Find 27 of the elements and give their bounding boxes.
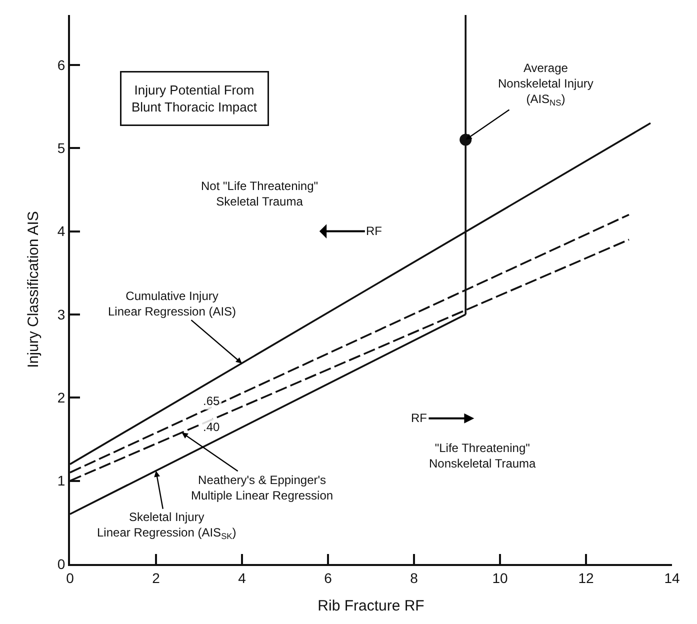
y-tick-label: 2: [57, 390, 66, 406]
annotation: Not "Life Threatening" Skeletal Trauma: [201, 179, 318, 209]
annotation: Average Nonskeletal Injury (AIS$_{NS}$): [498, 61, 594, 108]
x-tick-label: 10: [492, 570, 508, 586]
annotation: Cumulative Injury Linear Regression (AIS): [108, 289, 236, 319]
x-tick-label: 4: [238, 570, 246, 586]
annotation: Skeletal Injury Linear Regression (AIS$_{SK}$): [97, 510, 236, 542]
annotation: RF: [366, 224, 382, 238]
y-tick-label: 1: [57, 472, 66, 489]
x-tick-label: 6: [324, 570, 332, 586]
y-tick-label: 5: [57, 140, 66, 156]
x-axis-title: Rib Fracture RF: [318, 597, 424, 614]
x-tick-label: 8: [410, 570, 418, 586]
annotation: RF: [411, 411, 427, 425]
x-tick-label: 12: [578, 570, 594, 586]
annotation: .65: [203, 394, 220, 408]
x-tick-label: 14: [664, 570, 680, 586]
y-tick-label: 6: [57, 56, 66, 73]
y-tick-label: 0: [57, 556, 66, 572]
y-tick-label: 3: [57, 306, 66, 322]
annotation: "Life Threatening" Nonskeletal Trauma: [429, 441, 536, 471]
text: Injury Potential From Blunt Thoracic Impact: [132, 82, 258, 114]
annotation: .40: [203, 420, 220, 434]
y-axis-title: Injury Classification AIS: [25, 211, 42, 368]
x-tick-label: 2: [152, 570, 160, 586]
y-tick-label: 4: [57, 223, 66, 240]
annotation: Neathery's & Eppinger's Multiple Linear Regression: [191, 473, 334, 503]
